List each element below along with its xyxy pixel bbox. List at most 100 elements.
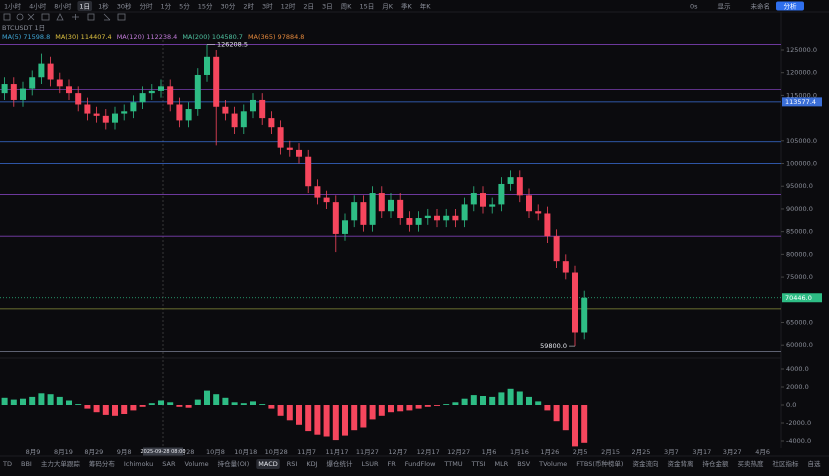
timeframe-button[interactable]: 30分 [221,2,236,11]
timeframe-button[interactable]: 8小时 [54,2,72,11]
timeframe-button[interactable]: 1小时 [4,2,22,11]
candle-body [38,63,45,78]
macd-bar [480,396,486,405]
indicator-tab[interactable]: Ichimoku [124,460,153,468]
indicator-tab[interactable]: 爆仓统计 [327,459,354,468]
timeframe-button[interactable]: 15分 [198,2,213,11]
macd-bar [29,396,36,405]
candle-body [84,104,91,114]
timeframe-button[interactable]: 3日 [322,3,333,11]
indicator-tab[interactable]: TD [2,460,12,468]
indicator-tab[interactable]: 资金流向 [632,459,658,468]
indicator-tab[interactable]: LSUR [362,460,380,468]
indicator-tab[interactable]: 自选 [807,459,821,468]
candle-body [378,193,385,212]
macd-bar [277,405,284,416]
indicator-tab[interactable]: RSI [287,460,298,468]
macd-bar [93,405,100,413]
timeframe-button[interactable]: 季K [401,2,413,11]
y-tick-label: 65000.0 [786,318,813,326]
indicator-tab[interactable]: FR [388,460,397,468]
icon [56,13,64,21]
indicator-tab[interactable]: MACD [258,460,277,468]
indicator-tab[interactable]: 买卖热度 [737,459,764,468]
candle-body [47,63,54,80]
macd-bar [452,402,459,405]
candle-body [369,193,376,225]
candle-body [167,86,174,105]
icon [103,13,111,21]
indicator-tab[interactable]: SAR [162,460,176,468]
indicator-tab[interactable]: TTMU [443,460,462,468]
level-tag [782,97,822,107]
macd-bar [424,405,431,407]
candle-body [562,261,569,273]
indicator-tab[interactable]: KDJ [306,460,317,468]
candle-body [443,215,450,221]
candle-body [204,56,210,75]
control-label[interactable]: 0s [690,3,698,11]
indicator-tab[interactable]: 持仓量(OI) [218,459,250,468]
timeframe-button[interactable]: 4小时 [29,2,47,11]
y-tick-label: 100000.0 [786,160,817,168]
y-tick-label: 2000.0 [786,383,809,391]
indicator-tab[interactable]: BSV [517,460,530,468]
indicator-tab[interactable]: 主力大单跟踪 [41,459,81,468]
action-button[interactable] [776,1,804,11]
timeframe-button[interactable]: 月K [382,3,394,11]
timeframe-button[interactable]: 30秒 [117,2,132,11]
timeframe-button[interactable]: 2日 [303,3,314,11]
candle-body [29,77,36,89]
macd-bar [572,405,578,447]
x-tick-label: 8月19 [54,448,73,456]
control-label[interactable]: 未命名 [751,2,771,11]
x-tick-label: 12月7 [388,448,407,456]
macd-bar [121,405,128,414]
x-tick-label: 10月8 [206,448,225,456]
price-label: 59800.0 [540,342,567,350]
candle-body [112,113,118,123]
timeframe-button[interactable]: 2时 [243,2,254,11]
indicator-tab[interactable]: 筹码分布 [89,459,116,468]
y-tick-label: 0.0 [786,401,796,409]
candle-body [259,99,266,119]
timeframe-active [77,1,93,11]
x-tick-label: 8月29 [84,448,103,456]
indicator-tab[interactable]: 持仓金额 [702,459,729,468]
timeframe-button[interactable]: 分时 [139,2,153,11]
timeframe-button[interactable]: 12时 [281,2,296,11]
indicator-tab[interactable]: BBI [21,460,32,468]
x-tick-label: 12月27 [447,448,470,456]
x-tick-label: 1月6 [482,448,497,456]
indicator-tab[interactable]: FTBS(币种榜单) [576,459,623,468]
macd-bar [406,405,413,411]
indicator-tab[interactable]: 社区指标 [772,459,799,468]
indicator-tab[interactable]: TVolume [538,460,567,468]
timeframe-button[interactable]: 周K [341,3,353,11]
timeframe-button[interactable]: 3时 [262,2,273,11]
timeframe-button[interactable]: 1日 [79,3,90,11]
timeframe-button[interactable]: 年K [420,2,432,11]
action-button-label[interactable]: 分析 [784,2,798,11]
candle-body [388,199,394,212]
macd-bar [323,405,330,437]
indicator-tab[interactable]: MLR [494,460,508,468]
macd-bar [1,397,8,405]
macd-bar [268,405,275,409]
x-tick-label: 9月28 [176,448,195,456]
timeframe-button[interactable]: 1秒 [98,2,109,11]
macd-bar [56,396,63,405]
indicator-tab[interactable]: Volume [184,460,208,468]
control-label[interactable]: 显示 [718,3,732,11]
legend-text: MA(5) 71598.8 [2,33,50,41]
indicator-tab[interactable]: 资金背离 [667,459,694,468]
macd-bar [231,402,238,405]
indicator-tab[interactable]: FundFlow [405,460,436,468]
x-tick-label: 3月27 [723,448,742,456]
last-price-tag [782,293,822,303]
timeframe-button[interactable]: 5分 [179,2,190,11]
macd-bar [222,397,229,405]
timeframe-button[interactable]: 15日 [359,3,374,11]
indicator-tab[interactable]: TTSI [471,460,486,468]
timeframe-button[interactable]: 1分 [160,2,171,11]
